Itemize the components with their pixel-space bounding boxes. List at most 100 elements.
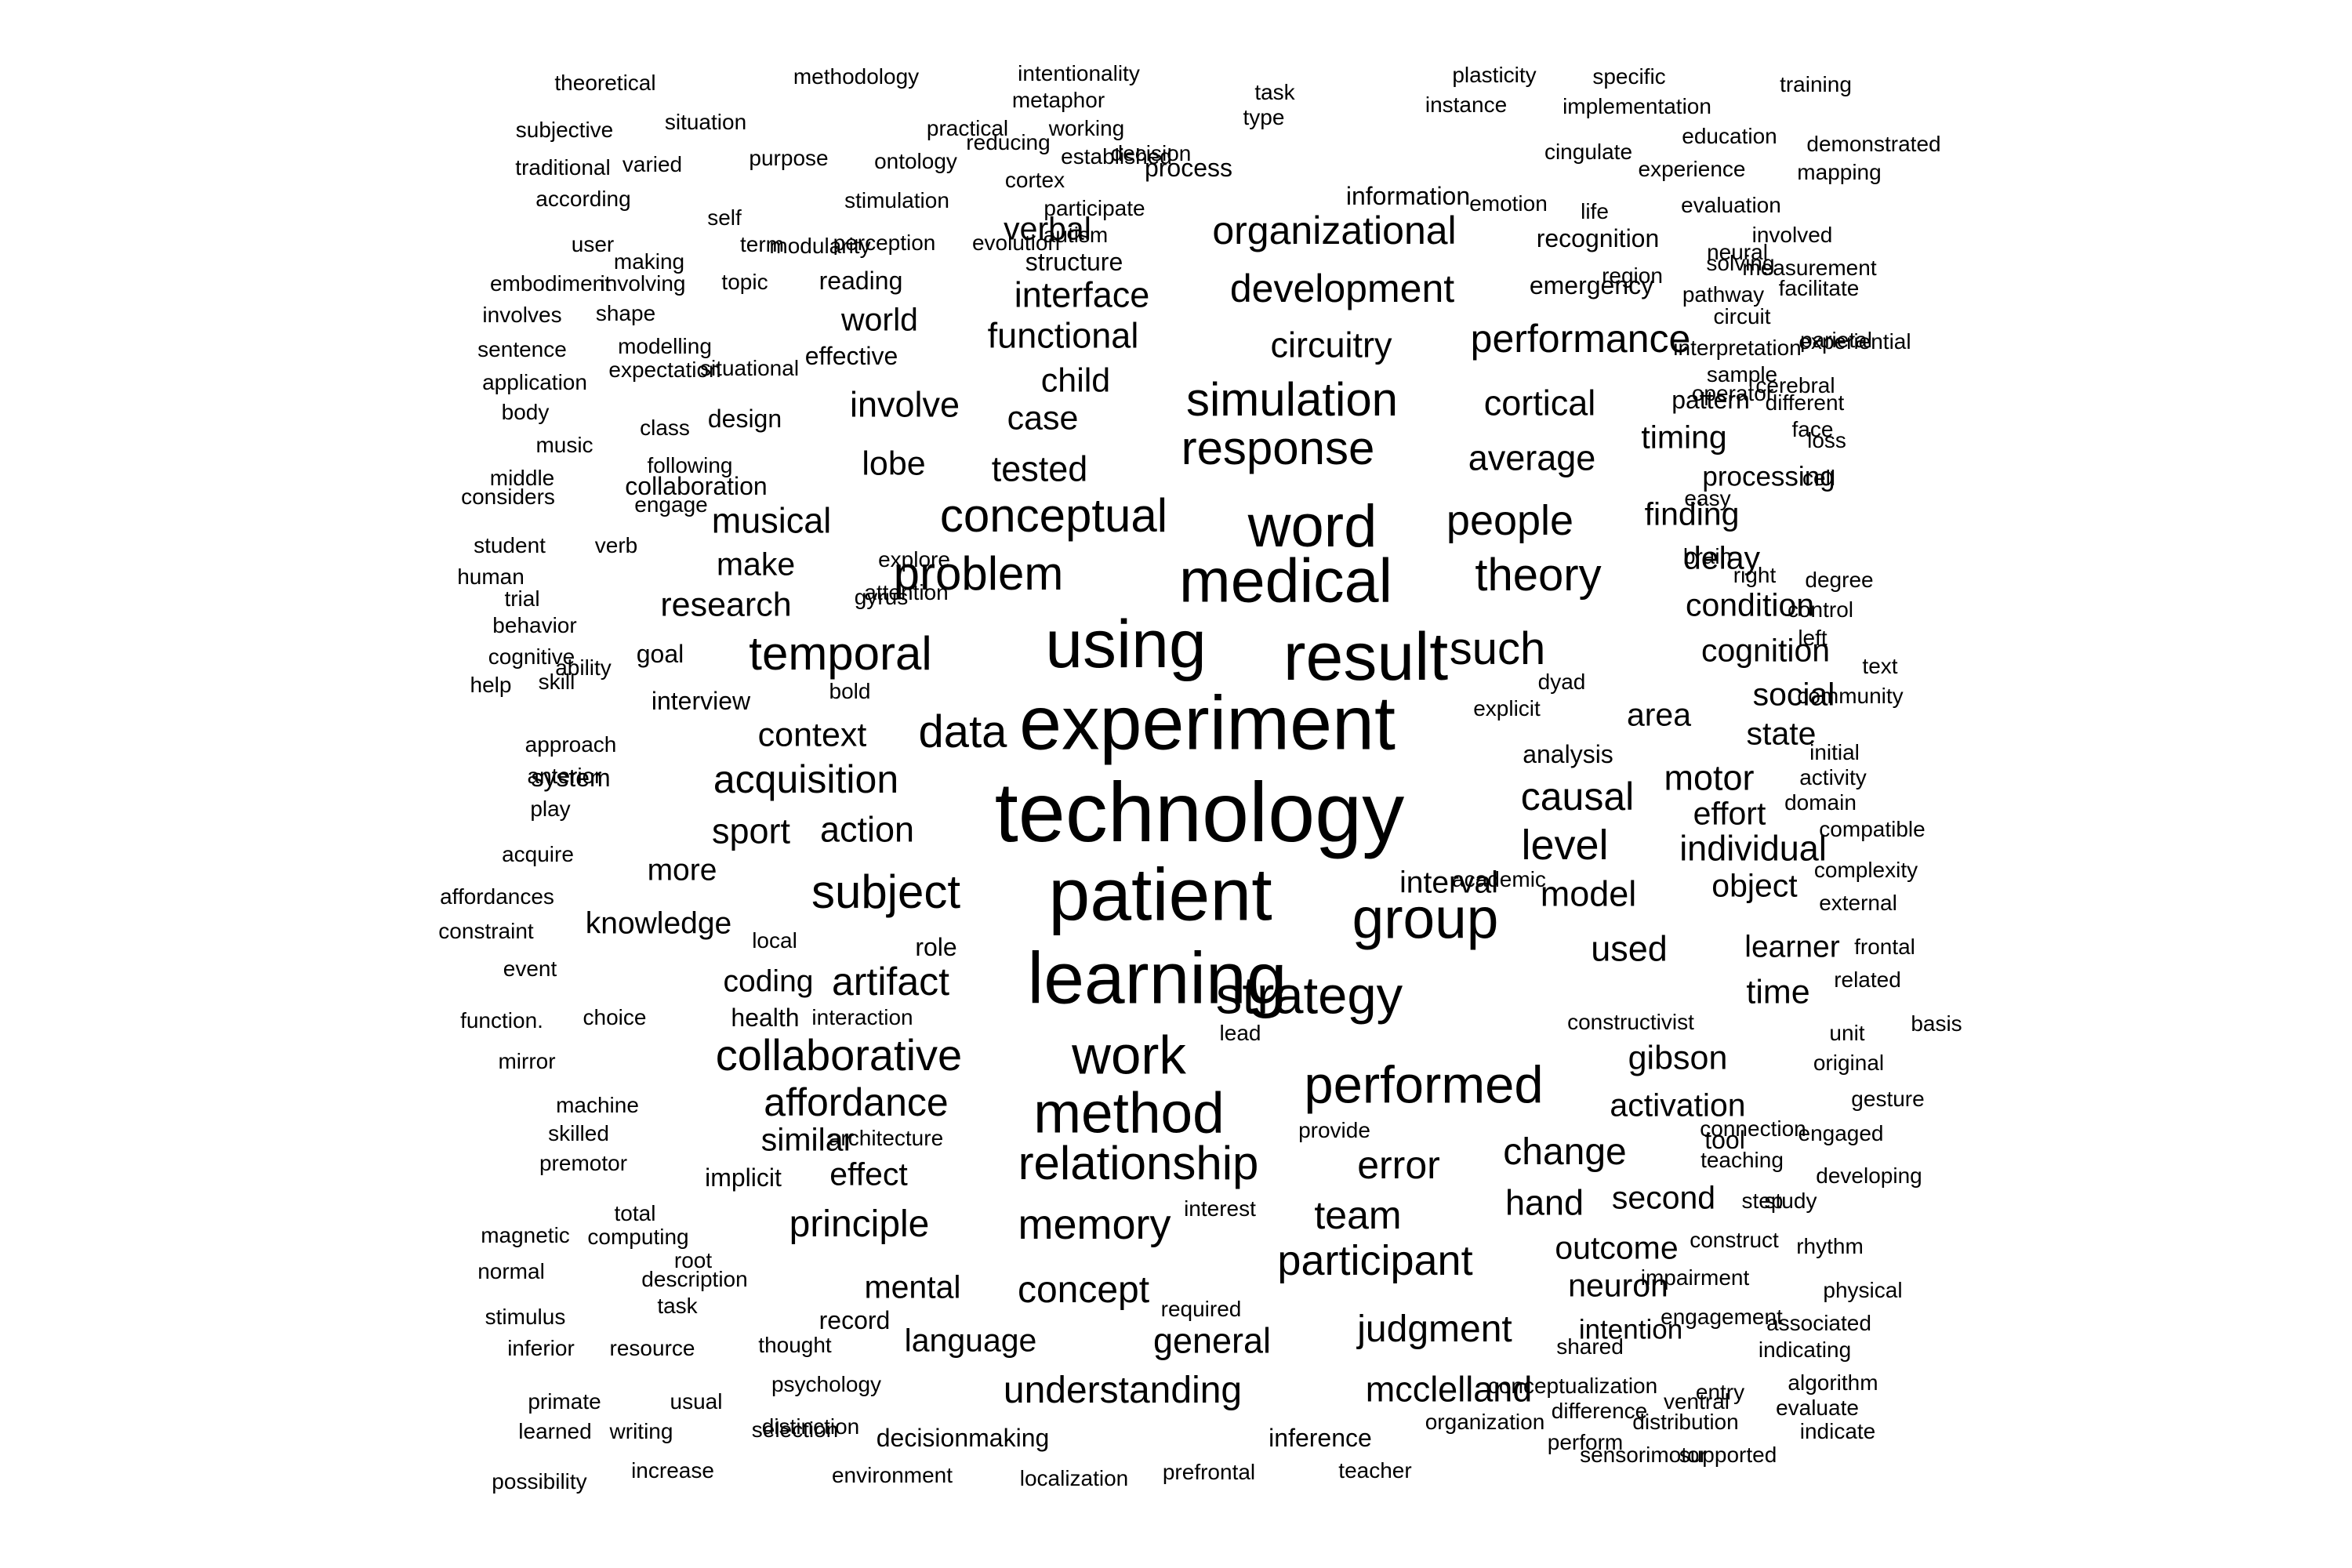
word-physical: physical <box>1823 1278 1903 1302</box>
word-unit: unit <box>1829 1021 1865 1045</box>
word-root: root <box>673 1248 713 1272</box>
word-intention: intention <box>1578 1314 1683 1345</box>
word-collaboration: collaboration <box>625 472 768 500</box>
word-academic: academic <box>1452 867 1546 891</box>
word-affordances: affordances <box>440 884 554 909</box>
word-case: case <box>1007 399 1079 437</box>
word-inference: inference <box>1269 1424 1372 1452</box>
word-gibson: gibson <box>1628 1039 1728 1077</box>
word-parietal: parietal <box>1800 328 1872 352</box>
word-frontal: frontal <box>1854 935 1915 959</box>
word-circuitry: circuitry <box>1270 325 1392 365</box>
word-sample: sample <box>1706 362 1778 387</box>
word-different: different <box>1765 390 1845 415</box>
word-reducing: reducing <box>966 130 1051 154</box>
word-interview: interview <box>651 687 751 715</box>
word-decision: decision <box>1110 141 1192 165</box>
word-interpretation: interpretation <box>1673 336 1802 360</box>
word-action: action <box>819 809 915 850</box>
word-total: total <box>614 1201 656 1225</box>
word-condition: condition <box>1685 586 1815 623</box>
word-engaged: engaged <box>1798 1121 1884 1145</box>
word-left: left <box>1798 626 1828 650</box>
word-dyad: dyad <box>1537 670 1586 694</box>
word-result: result <box>1283 619 1449 695</box>
word-information: information <box>1345 182 1471 210</box>
word-cingulate: cingulate <box>1544 140 1633 164</box>
word-emergency: emergency <box>1529 271 1654 299</box>
word-instance: instance <box>1425 93 1508 117</box>
word-experience: experience <box>1638 157 1746 181</box>
word-patient: patient <box>1048 853 1272 937</box>
word-involving: involving <box>600 271 686 296</box>
word-involves: involves <box>482 303 562 327</box>
word-step: step <box>1741 1189 1784 1213</box>
word-human: human <box>457 564 524 589</box>
word-make: make <box>716 546 796 583</box>
word-student: student <box>474 533 546 557</box>
word-timing: timing <box>1641 419 1727 456</box>
word-cognitive: cognitive <box>488 644 575 669</box>
word-more: more <box>647 853 717 887</box>
word-computing: computing <box>587 1225 689 1249</box>
word-associated: associated <box>1766 1311 1871 1335</box>
word-trial: trial <box>504 586 540 611</box>
word-learner: learner <box>1744 930 1840 964</box>
word-gesture: gesture <box>1851 1087 1925 1111</box>
word-experiential: experiential <box>1798 329 1911 354</box>
word-connection: connection <box>1700 1116 1806 1141</box>
word-increase: increase <box>631 1458 714 1483</box>
word-effect: effect <box>829 1156 908 1192</box>
word-face: face <box>1791 417 1834 441</box>
word-according: according <box>535 187 631 211</box>
word-explicit: explicit <box>1473 696 1541 720</box>
word-collaborative: collaborative <box>715 1030 963 1080</box>
word-mcclelland: mcclelland <box>1365 1369 1533 1410</box>
word-self: self <box>707 205 742 230</box>
word-analysis: analysis <box>1523 740 1613 768</box>
word-language: language <box>904 1322 1037 1359</box>
word-sensorimotor: sensorimotor <box>1580 1443 1707 1467</box>
word-simulation: simulation <box>1185 373 1399 426</box>
word-considers: considers <box>461 485 555 509</box>
word-explore: explore <box>878 547 950 572</box>
word-premotor: premotor <box>539 1151 628 1175</box>
word-social: social <box>1752 676 1835 713</box>
word-ventral: ventral <box>1663 1389 1730 1414</box>
word-application: application <box>482 370 587 394</box>
word-specific: specific <box>1592 64 1666 89</box>
word-effort: effort <box>1693 795 1766 832</box>
word-used: used <box>1591 928 1668 969</box>
word-recognition: recognition <box>1536 224 1660 252</box>
word-text: text <box>1862 654 1898 678</box>
word-original: original <box>1813 1051 1885 1075</box>
word-conceptual: conceptual <box>939 489 1168 542</box>
word-affordance: affordance <box>764 1080 949 1124</box>
word-interval: interval <box>1399 866 1498 900</box>
word-pathway: pathway <box>1682 282 1765 307</box>
word-decisionmaking: decisionmaking <box>876 1424 1050 1452</box>
word-cerebral: cerebral <box>1755 373 1835 397</box>
word-delay: delay <box>1682 539 1761 576</box>
word-work: work <box>1072 1025 1186 1086</box>
word-interface: interface <box>1014 274 1150 315</box>
word-individual: individual <box>1679 828 1827 869</box>
word-writing: writing <box>609 1419 673 1443</box>
word-topic: topic <box>721 270 768 294</box>
word-level: level <box>1521 822 1609 869</box>
word-perform: perform <box>1547 1430 1624 1454</box>
word-relationship: relationship <box>1018 1137 1259 1189</box>
word-theory: theory <box>1475 550 1602 601</box>
word-teaching: teaching <box>1700 1148 1784 1172</box>
word-facilitate: facilitate <box>1778 276 1860 300</box>
word-reading: reading <box>818 267 903 295</box>
word-entry: entry <box>1695 1380 1745 1404</box>
word-music: music <box>535 433 593 457</box>
word-usual: usual <box>670 1389 723 1414</box>
word-involved: involved <box>1751 223 1833 247</box>
word-subject: subject <box>811 866 961 918</box>
word-group: group <box>1352 887 1499 951</box>
word-approach: approach <box>524 732 617 757</box>
word-gyrus: gyrus <box>854 585 909 609</box>
word-metaphor: metaphor <box>1011 88 1105 112</box>
